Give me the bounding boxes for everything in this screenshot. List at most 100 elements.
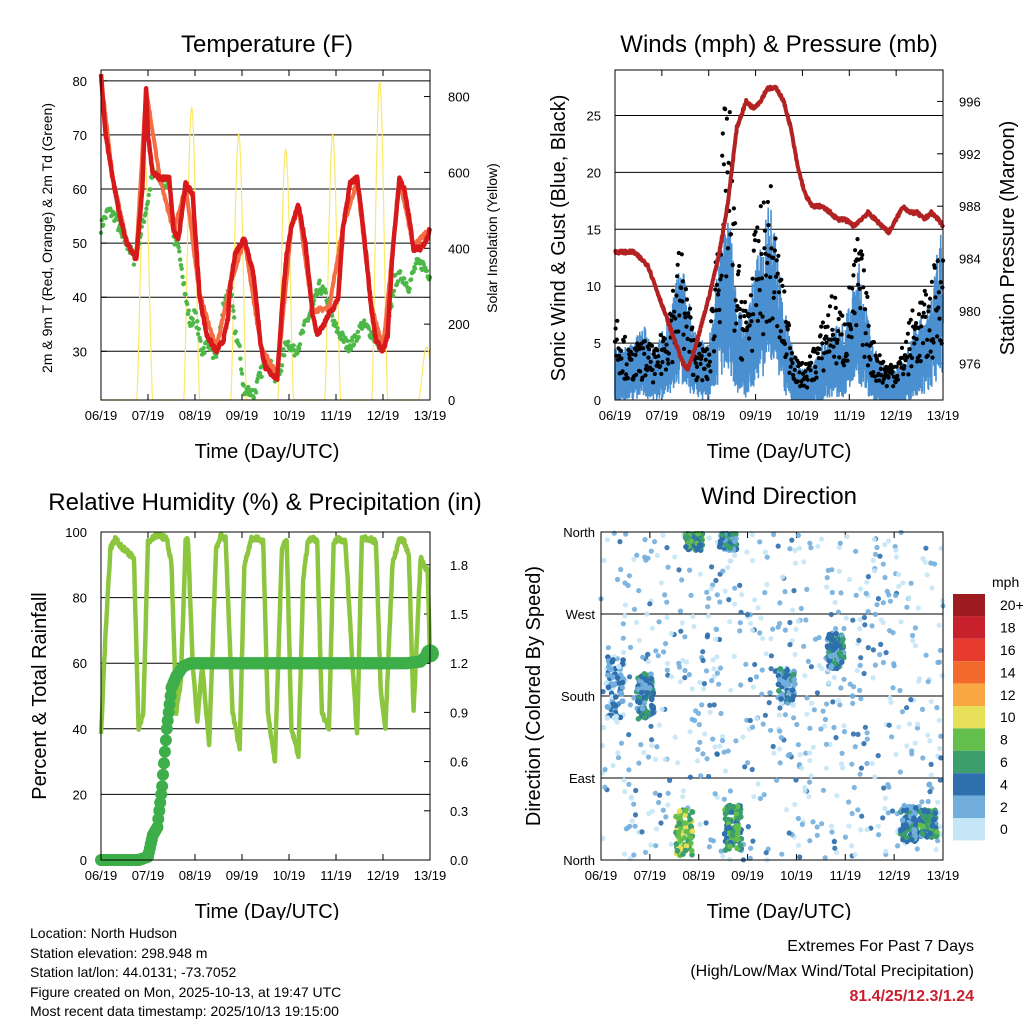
gust-point [772, 248, 778, 253]
direction-point [872, 774, 878, 780]
direction-point [709, 678, 715, 684]
x-tick-label: 10/19 [786, 408, 819, 423]
gust-point [906, 372, 911, 377]
y-tick-label-right: 984 [959, 252, 981, 267]
direction-point [619, 679, 626, 686]
gust-point [680, 279, 686, 284]
direction-point [923, 545, 929, 551]
gust-point [755, 318, 761, 323]
gust-point [737, 263, 742, 269]
gust-point [725, 246, 731, 251]
direction-point [797, 752, 803, 758]
direction-point [612, 694, 619, 700]
gust-point [720, 153, 725, 158]
direction-point [660, 532, 666, 539]
direction-point [709, 564, 715, 570]
gust-point [683, 315, 688, 320]
direction-point [652, 790, 659, 796]
rainfall-point [158, 757, 170, 770]
direction-point [775, 624, 781, 630]
direction-point [644, 690, 651, 696]
direction-point [638, 742, 644, 748]
direction-point [912, 643, 919, 649]
direction-point [938, 545, 944, 551]
direction-point [639, 685, 646, 692]
colorbar-label: 10 [1000, 709, 1016, 725]
direction-point [850, 700, 856, 707]
direction-point [885, 810, 891, 816]
gust-point [752, 238, 758, 243]
colorbar-swatch [953, 728, 985, 751]
direction-point [789, 537, 795, 543]
direction-point [807, 838, 813, 844]
direction-point [650, 710, 656, 716]
x-axis-label: Time (Day/UTC) [195, 441, 340, 463]
dewpoint-point [404, 280, 409, 286]
direction-point [775, 543, 781, 549]
direction-point [851, 784, 857, 791]
direction-point [728, 687, 734, 693]
direction-point [850, 731, 857, 737]
dewpoint-point [191, 320, 196, 326]
gust-point [886, 375, 891, 380]
direction-point [675, 760, 681, 766]
direction-point [810, 744, 816, 750]
direction-point [664, 667, 670, 673]
direction-point [843, 615, 849, 621]
direction-point [750, 558, 756, 564]
gust-point [778, 329, 783, 334]
gust-point [651, 380, 656, 385]
direction-point [925, 818, 931, 824]
gust-point [922, 302, 927, 307]
direction-point [611, 715, 618, 721]
y-tick-label-right: 0.6 [450, 755, 468, 770]
y-tick-label: 10 [587, 279, 601, 294]
direction-point [716, 636, 723, 643]
dewpoint-point [186, 308, 191, 313]
gust-point [864, 290, 869, 296]
direction-point [837, 540, 843, 546]
direction-point [604, 537, 610, 543]
dewpoint-point [241, 383, 246, 388]
dewpoint-point [412, 266, 418, 271]
gust-point [714, 282, 720, 287]
gust-point [929, 279, 935, 284]
gust-point [755, 225, 760, 230]
direction-point [733, 811, 740, 817]
dewpoint-point [323, 290, 328, 295]
direction-point [904, 604, 910, 610]
direction-point [645, 754, 652, 760]
direction-point [801, 559, 807, 565]
direction-point [618, 740, 625, 746]
temp-2m-line [98, 73, 433, 383]
gust-point [739, 299, 744, 305]
direction-point [909, 751, 915, 757]
dewpoint-point [185, 301, 190, 307]
direction-point [649, 737, 655, 743]
direction-point [900, 580, 906, 586]
direction-point [735, 803, 741, 810]
direction-point [804, 695, 810, 701]
gust-point [849, 335, 854, 340]
gust-point [840, 313, 845, 318]
direction-point [759, 691, 765, 697]
direction-point [762, 712, 769, 718]
direction-point [778, 735, 784, 741]
gust-point [899, 345, 905, 350]
direction-point [891, 661, 897, 667]
dewpoint-point [297, 342, 303, 347]
direction-point [899, 709, 906, 715]
direction-point [826, 680, 832, 686]
y-tick-label-right: 992 [959, 147, 981, 162]
direction-point [636, 588, 642, 594]
direction-point [816, 663, 823, 669]
y-tick-label-right: 988 [959, 199, 981, 214]
dewpoint-point [201, 345, 206, 351]
direction-point [888, 699, 894, 705]
direction-point [882, 805, 888, 812]
direction-point [705, 613, 712, 619]
direction-point [929, 823, 936, 829]
gust-point [684, 297, 690, 302]
gust-point [682, 311, 687, 316]
direction-point [707, 702, 713, 708]
